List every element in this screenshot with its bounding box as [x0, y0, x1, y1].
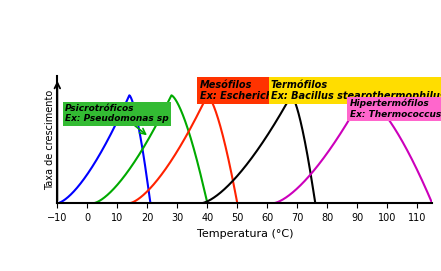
Text: Mesófilos
Ex: Escherichia coli: Mesófilos Ex: Escherichia coli — [200, 80, 305, 101]
Text: Hipertermófilos
Ex: Thermococcus celer: Hipertermófilos Ex: Thermococcus celer — [350, 99, 441, 119]
Y-axis label: Taxa de crescimento: Taxa de crescimento — [45, 89, 55, 190]
X-axis label: Temperatura (°C): Temperatura (°C) — [197, 228, 293, 238]
Text: Psicrotróficos
Ex: Pseudomonas sp: Psicrotróficos Ex: Pseudomonas sp — [65, 104, 168, 123]
Text: Termófilos
Ex: Bacillus stearothermophilus: Termófilos Ex: Bacillus stearothermophil… — [271, 80, 441, 101]
